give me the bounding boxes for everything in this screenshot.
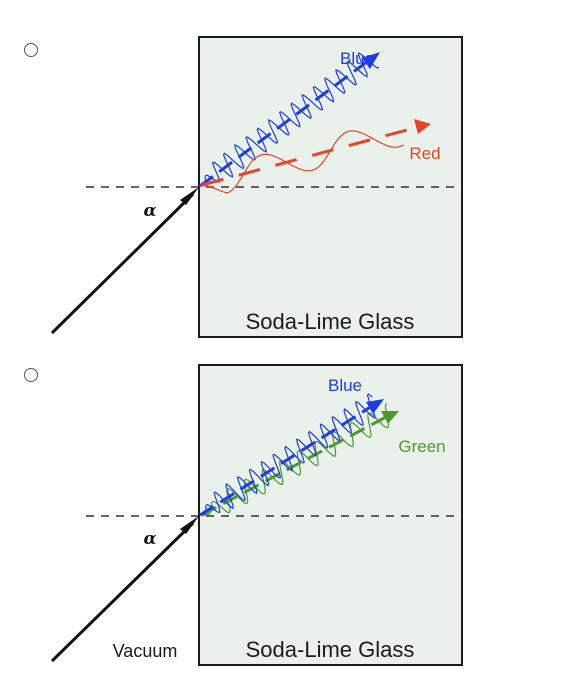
- green-ray: [201, 415, 387, 517]
- incident-arrowhead: [180, 516, 199, 534]
- ray-a-label: Blue: [340, 49, 374, 68]
- ray-b-label: Green: [398, 437, 445, 456]
- blue-ray: [199, 404, 373, 517]
- diagram-refraction-red-blue: Blue Red α Soda-Lime Glass: [50, 36, 463, 338]
- red-arrowhead: [414, 119, 431, 134]
- medium-label: Vacuum: [113, 641, 178, 661]
- ray-b-label: Red: [409, 144, 440, 163]
- blue-ray: [199, 59, 369, 188]
- green-wave: [201, 403, 390, 516]
- option-2-radio[interactable]: [24, 368, 38, 382]
- option-1-radio[interactable]: [24, 43, 38, 57]
- angle-label: α: [143, 201, 156, 221]
- answer-option-1[interactable]: Blue Red α Soda-Lime Glass: [0, 0, 586, 345]
- blue-arrowhead: [362, 52, 380, 69]
- red-wave: [199, 130, 404, 194]
- green-arrowhead: [381, 411, 399, 424]
- blue-arrowhead: [366, 399, 384, 414]
- glass-label: Soda-Lime Glass: [246, 309, 415, 334]
- angle-label: α: [143, 529, 156, 549]
- glass-label: Soda-Lime Glass: [246, 637, 415, 662]
- incident-ray: [50, 192, 195, 335]
- incident-ray: [50, 521, 195, 663]
- answer-option-2[interactable]: Blue Green α Vacuum Soda-Lime Glass: [0, 345, 586, 687]
- diagram-refraction-green-blue: Blue Green α Vacuum Soda-Lime Glass: [50, 364, 463, 666]
- blue-wave: [199, 52, 380, 187]
- glass-block: [198, 364, 463, 666]
- ray-a-label: Blue: [328, 376, 362, 395]
- incident-arrowhead: [180, 187, 199, 205]
